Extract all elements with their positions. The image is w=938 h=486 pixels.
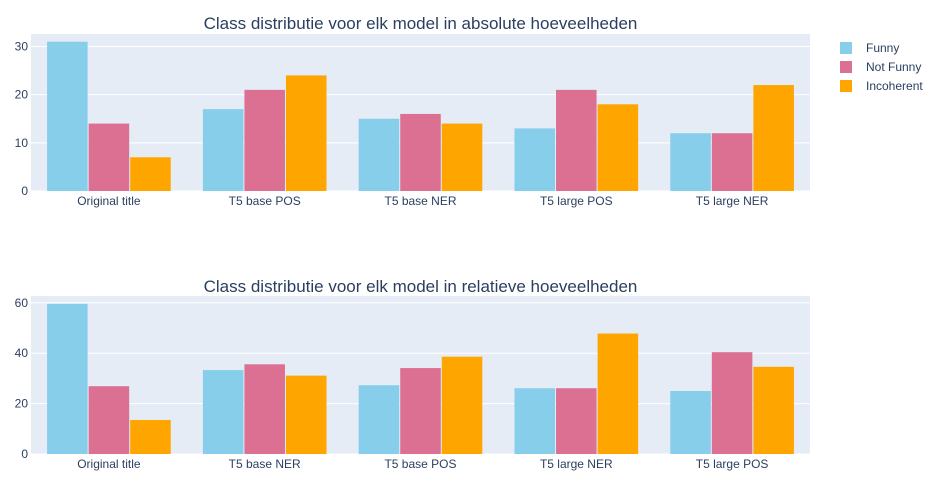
x-tick-label: T5 large POS [540,194,613,208]
legend-swatch [840,61,852,73]
legend-item-incoherent[interactable]: Incoherent [840,79,923,93]
bar-not-funny[interactable] [400,113,441,191]
bar-incoherent[interactable] [130,419,171,454]
y-tick-label: 40 [15,346,29,360]
bar-not-funny[interactable] [556,388,597,454]
y-tick-label: 0 [21,184,28,198]
x-tick-label: T5 base NER [384,194,456,208]
bar-not-funny[interactable] [88,386,130,454]
legend-item-not-funny[interactable]: Not Funny [840,60,921,74]
bar-funny[interactable] [670,391,711,454]
chart-title: Class distributie voor elk model in rela… [204,277,638,296]
x-tick-label: T5 base POS [384,457,456,471]
subplot-relative: 0 20 40 60 Original title T5 base NER T5 base … [15,277,810,471]
legend-label: Not Funny [866,60,921,74]
bar-not-funny[interactable] [711,352,753,454]
x-tick-label: Original title [77,194,141,208]
bar-incoherent[interactable] [285,75,327,191]
x-tick-label: T5 large NER [540,457,613,471]
bar-not-funny[interactable] [88,123,130,191]
x-tick-label: T5 large NER [696,194,769,208]
bar-incoherent[interactable] [597,333,639,454]
legend-swatch [840,80,852,92]
bar-incoherent[interactable] [441,123,483,191]
legend-item-funny[interactable]: Funny [840,41,899,55]
y-tick-label: 20 [15,397,29,411]
bar-not-funny[interactable] [244,89,285,191]
bar-funny[interactable] [47,303,88,454]
bar-not-funny[interactable] [400,368,441,454]
y-tick-label: 0 [21,447,28,461]
x-tick-label: Original title [77,457,141,471]
y-tick-label: 60 [15,296,29,310]
x-tick-label: T5 base POS [229,194,301,208]
bar-not-funny[interactable] [244,364,285,454]
legend-label: Funny [866,41,899,55]
bar-funny[interactable] [47,41,88,191]
chart-title: Class distributie voor elk model in abso… [204,14,638,33]
bar-funny[interactable] [358,385,400,454]
y-tick-label: 30 [15,40,29,54]
bar-funny[interactable] [670,133,711,191]
bar-not-funny[interactable] [711,133,753,191]
bar-incoherent[interactable] [285,375,327,454]
bar-funny[interactable] [514,128,556,191]
bar-funny[interactable] [358,118,400,191]
x-tick-label: T5 base NER [229,457,301,471]
bar-incoherent[interactable] [441,356,483,454]
bar-not-funny[interactable] [556,89,597,191]
bar-incoherent[interactable] [753,85,794,191]
legend-swatch [840,42,852,54]
y-tick-label: 10 [15,136,29,150]
bar-incoherent[interactable] [130,157,171,191]
bar-funny[interactable] [202,370,244,454]
legend-label: Incoherent [866,79,923,93]
y-tick-label: 20 [15,88,29,102]
bar-funny[interactable] [202,109,244,191]
bar-funny[interactable] [514,388,556,454]
bar-incoherent[interactable] [753,366,794,454]
legend[interactable]: Funny Not Funny Incoherent [840,41,923,93]
subplot-absolute: 0 10 20 30 Original title T5 base POS T5 base … [15,14,810,208]
bar-incoherent[interactable] [597,104,639,191]
x-tick-label: T5 large POS [696,457,769,471]
